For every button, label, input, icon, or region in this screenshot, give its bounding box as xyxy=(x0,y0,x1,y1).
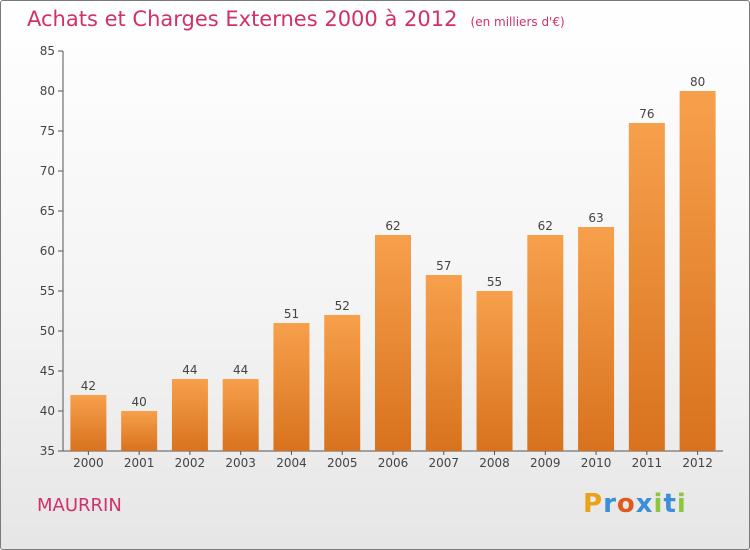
x-tick-label: 2012 xyxy=(682,456,713,470)
data-label: 76 xyxy=(639,107,654,121)
y-tick-label: 55 xyxy=(40,284,55,298)
data-label: 80 xyxy=(690,75,705,89)
data-label: 51 xyxy=(284,307,299,321)
y-tick-label: 80 xyxy=(40,84,55,98)
y-tick-label: 35 xyxy=(40,444,55,458)
bar xyxy=(679,91,716,451)
bar xyxy=(476,291,513,451)
x-tick-label: 2009 xyxy=(530,456,561,470)
bar xyxy=(222,379,259,451)
bar xyxy=(527,235,564,451)
x-tick-label: 2008 xyxy=(479,456,510,470)
y-tick-label: 85 xyxy=(40,44,55,58)
logo-letter: r xyxy=(603,489,617,519)
bar xyxy=(578,227,615,451)
y-tick-label: 50 xyxy=(40,324,55,338)
data-label: 62 xyxy=(538,219,553,233)
bar xyxy=(171,379,208,451)
y-tick-label: 60 xyxy=(40,244,55,258)
bar xyxy=(375,235,411,451)
logo-letter: i xyxy=(653,489,664,519)
y-tick-label: 70 xyxy=(40,164,55,178)
bar xyxy=(628,123,665,451)
x-axis: 2000 2001 2002 2003 2004 2005 2006 2007 2008 2009… xyxy=(63,450,723,470)
data-labels: 42 40 44 44 51 52 62 57 55 62 63 76 80 xyxy=(81,75,706,409)
bars xyxy=(70,91,716,451)
bar xyxy=(121,411,158,451)
data-label: 55 xyxy=(487,275,502,289)
x-tick-label: 2010 xyxy=(581,456,612,470)
data-label: 40 xyxy=(132,395,147,409)
x-tick-label: 2003 xyxy=(225,456,256,470)
x-tick-label: 2006 xyxy=(378,456,409,470)
bar xyxy=(425,275,462,451)
x-tick-label: 2002 xyxy=(175,456,206,470)
data-label: 52 xyxy=(335,299,350,313)
x-tick-label: 2007 xyxy=(428,456,459,470)
chart-unit-label: (en milliers d'€) xyxy=(470,15,565,29)
commune-name: MAURRIN xyxy=(37,495,122,516)
x-tick-label: 2004 xyxy=(276,456,307,470)
y-tick-label: 40 xyxy=(40,404,55,418)
y-tick-label: 45 xyxy=(40,364,55,378)
x-tick-label: 2005 xyxy=(327,456,358,470)
logo-letter: P xyxy=(583,489,604,519)
y-axis: 35 40 45 50 55 60 65 70 75 80 85 xyxy=(40,44,64,458)
data-label: 44 xyxy=(233,363,248,377)
bar xyxy=(273,323,310,451)
y-tick-label: 75 xyxy=(40,124,55,138)
data-label: 44 xyxy=(182,363,197,377)
bar xyxy=(70,395,107,451)
chart-title-main: Achats et Charges Externes 2000 à 2012 xyxy=(27,7,458,31)
data-label: 63 xyxy=(588,211,603,225)
logo-letter: i xyxy=(676,489,687,519)
x-tick-label: 2001 xyxy=(124,456,155,470)
bar xyxy=(324,315,361,451)
data-label: 42 xyxy=(81,379,96,393)
logo-letter: x xyxy=(635,489,654,519)
logo-letter: o xyxy=(616,489,636,519)
y-tick-label: 65 xyxy=(40,204,55,218)
logo-letter: t xyxy=(663,489,677,519)
data-label: 62 xyxy=(385,219,400,233)
x-tick-label: 2011 xyxy=(632,456,663,470)
data-label: 57 xyxy=(436,259,451,273)
chart-title: Achats et Charges Externes 2000 à 2012 (… xyxy=(27,7,565,31)
proxiti-logo: Proxiti xyxy=(583,489,687,519)
x-tick-label: 2000 xyxy=(73,456,104,470)
